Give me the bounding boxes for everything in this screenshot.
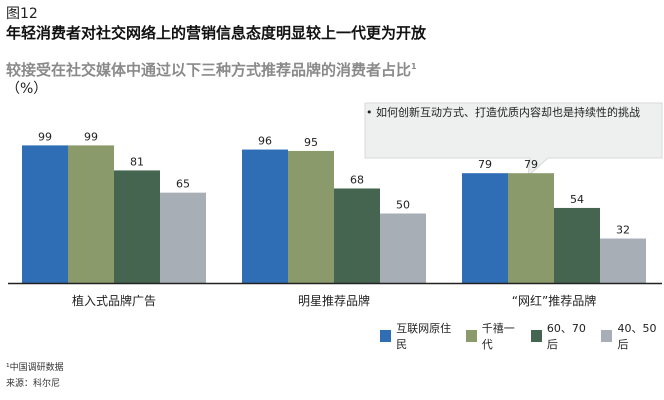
bar (68, 145, 114, 283)
legend-swatch (601, 330, 613, 342)
data-label: 79 (478, 158, 492, 171)
legend-label: 40、50后 (617, 322, 657, 351)
legend-label: 互联网原住民 (396, 322, 452, 351)
x-tick-label: 明星推荐品牌 (298, 294, 370, 308)
footnote: ¹中国调研数据 (6, 363, 64, 373)
bar (22, 145, 68, 283)
legend-item: 互联网原住民 (380, 320, 458, 352)
bar (380, 213, 426, 283)
data-label: 50 (396, 199, 410, 212)
bar (242, 149, 288, 283)
legend-label: 60、70后 (546, 322, 586, 351)
x-tick-label: “网红”推荐品牌 (512, 293, 596, 308)
data-label: 99 (84, 130, 98, 143)
data-label: 32 (616, 224, 630, 237)
callout-annotation: • 如何创新互动方式、打造优质内容却也是持续性的挑战 (366, 106, 640, 119)
source-note: 来源：科尔尼 (6, 379, 61, 389)
data-label: 65 (176, 178, 190, 191)
legend-item: 40、50后 (601, 320, 664, 352)
data-label: 68 (350, 173, 364, 186)
legend-swatch (530, 330, 542, 342)
subtitle-footnote-mark: 1 (411, 62, 417, 71)
legend-swatch (465, 330, 477, 342)
bar (334, 188, 380, 283)
data-label: 79 (524, 158, 538, 171)
bar (288, 150, 334, 283)
bar (554, 207, 600, 283)
y-axis-label: （%） (6, 81, 48, 97)
legend-swatch (380, 330, 392, 342)
bar (600, 238, 646, 283)
chart-subtitle: 较接受在社交媒体中通过以下三种方式推荐品牌的消费者占比1 (6, 59, 417, 80)
bar (114, 170, 160, 283)
legend-item: 60、70后 (530, 320, 594, 352)
subtitle-text: 较接受在社交媒体中通过以下三种方式推荐品牌的消费者占比 (6, 61, 412, 79)
legend: 互联网原住民 千禧一代 60、70后 40、50后 (380, 320, 664, 352)
bar (508, 173, 554, 283)
data-label: 96 (258, 135, 272, 148)
legend-label: 千禧一代 (481, 322, 515, 351)
data-label: 99 (38, 130, 52, 143)
callout-box (364, 102, 663, 178)
data-label: 54 (570, 193, 584, 206)
bar (462, 173, 508, 283)
legend-item: 千禧一代 (465, 320, 523, 352)
x-tick-label: 植入式品牌广告 (72, 293, 156, 308)
chart-title: 年轻消费者对社交网络上的营销信息态度明显较上一代更为开放 (6, 24, 427, 42)
data-label: 95 (304, 136, 318, 149)
figure-label: 图12 (6, 6, 38, 22)
data-label: 81 (130, 155, 144, 168)
bar (160, 192, 206, 283)
